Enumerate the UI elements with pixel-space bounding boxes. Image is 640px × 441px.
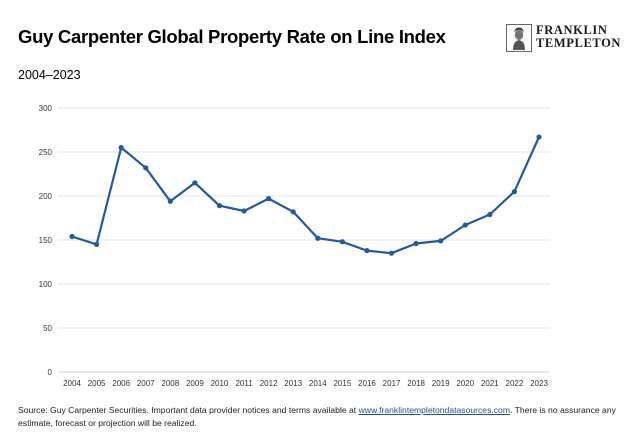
data-point bbox=[69, 233, 75, 240]
source-note: Source: Guy Carpenter Securities. Import… bbox=[18, 404, 623, 429]
data-point bbox=[241, 208, 247, 214]
x-tick-label: 2013 bbox=[284, 379, 302, 388]
logo-wordmark: FRANKLIN TEMPLETON bbox=[536, 24, 621, 50]
data-point bbox=[487, 211, 493, 218]
data-point bbox=[93, 241, 100, 247]
y-tick-label: 50 bbox=[43, 324, 52, 333]
data-point bbox=[143, 165, 149, 171]
x-tick-label: 2011 bbox=[235, 379, 253, 388]
y-tick-label: 200 bbox=[39, 192, 53, 201]
data-point bbox=[315, 235, 321, 241]
x-tick-label: 2007 bbox=[137, 379, 155, 388]
x-tick-label: 2009 bbox=[186, 379, 204, 388]
data-point bbox=[413, 240, 419, 247]
x-tick-label: 2004 bbox=[63, 379, 81, 388]
source-text-suffix: . There is no assurance any estimate, fo… bbox=[18, 405, 616, 428]
x-tick-label: 2012 bbox=[260, 379, 278, 388]
chart-subtitle: 2004–2023 bbox=[18, 68, 81, 82]
franklin-templeton-logo: FRANKLIN TEMPLETON bbox=[506, 24, 626, 56]
data-point bbox=[167, 198, 173, 204]
y-tick-label: 0 bbox=[48, 368, 53, 377]
x-tick-label: 2018 bbox=[407, 379, 425, 388]
x-tick-label: 2019 bbox=[432, 379, 450, 388]
x-tick-label: 2010 bbox=[211, 379, 229, 388]
series-line bbox=[70, 135, 541, 255]
y-tick-label: 100 bbox=[39, 280, 53, 289]
x-tick-label: 2015 bbox=[333, 379, 351, 388]
data-point bbox=[511, 189, 518, 195]
y-tick-label: 250 bbox=[39, 148, 53, 157]
source-text-prefix: Source: Guy Carpenter Securities. Import… bbox=[18, 405, 359, 415]
data-point bbox=[216, 203, 223, 209]
x-tick-label: 2021 bbox=[481, 379, 499, 388]
x-tick-label: 2022 bbox=[506, 379, 524, 388]
data-point bbox=[462, 222, 468, 228]
x-tick-label: 2016 bbox=[358, 379, 376, 388]
x-tick-label: 2014 bbox=[309, 379, 327, 388]
data-point bbox=[118, 145, 124, 151]
x-tick-label: 2005 bbox=[88, 379, 106, 388]
y-tick-label: 300 bbox=[39, 104, 53, 113]
logo-line-1: FRANKLIN bbox=[536, 23, 608, 37]
data-point bbox=[388, 250, 395, 256]
x-tick-label: 2020 bbox=[456, 379, 474, 388]
x-tick-label: 2023 bbox=[530, 379, 548, 388]
data-point bbox=[438, 238, 444, 244]
data-point bbox=[536, 134, 542, 140]
data-point bbox=[192, 180, 198, 186]
data-point bbox=[339, 239, 345, 245]
y-tick-label: 150 bbox=[39, 236, 53, 245]
x-tick-label: 2017 bbox=[383, 379, 401, 388]
data-point bbox=[290, 209, 296, 215]
x-tick-label: 2006 bbox=[112, 379, 130, 388]
logo-line-2: TEMPLETON bbox=[536, 36, 622, 50]
line-chart: 0 50 100 150 200 250 300 2004 2005 2006 2007 2008 20… bbox=[39, 104, 550, 388]
data-point bbox=[364, 247, 370, 254]
source-link[interactable]: www.franklintempletondatasources.com bbox=[358, 405, 510, 415]
chart-title: Guy Carpenter Global Property Rate on Li… bbox=[18, 26, 446, 47]
franklin-portrait-icon bbox=[506, 24, 532, 52]
x-tick-label: 2008 bbox=[161, 379, 179, 388]
data-point bbox=[266, 196, 272, 202]
